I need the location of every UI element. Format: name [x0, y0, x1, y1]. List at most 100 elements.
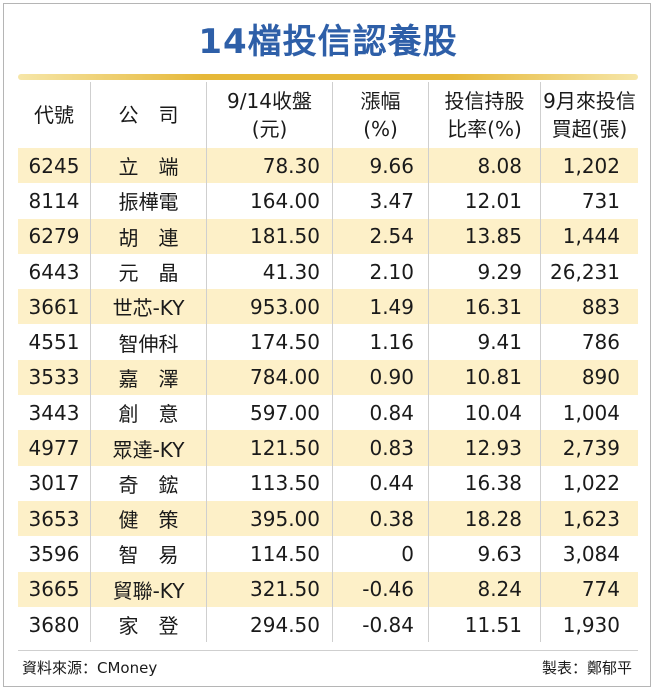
- table-body: 6245 立 端 78.30 9.66 8.08 1,202 8114 振樺電 164.00 3.…: [18, 148, 638, 643]
- cell-net-buy: 1,022: [540, 465, 638, 501]
- cell-change: 0.38: [332, 500, 428, 537]
- cell-close: 164.00: [206, 183, 332, 219]
- table-header-row: 代號公 司 9/14收盤 (元) 漲幅 (%) 投信持股 比率(%) 9月來投信 買超(張): [18, 82, 638, 148]
- header-net-buy-line: 買超(張): [551, 117, 628, 141]
- cell-close: 181.50: [206, 218, 332, 254]
- cell-change: 0: [332, 536, 428, 572]
- table-row: 3596 智 易 114.50 0 9.63 3,084: [18, 536, 638, 572]
- cell-code: 8114: [28, 188, 80, 213]
- cell-company: 眾達-KY: [90, 430, 206, 466]
- header-code-line: 代號: [34, 103, 74, 127]
- cell-holding: 12.93: [428, 430, 540, 466]
- cell-net-buy: 1,930: [540, 606, 638, 643]
- table-row: 3533 嘉 澤 784.00 0.90 10.81 890: [18, 359, 638, 396]
- cell-net-buy: 1,623: [540, 500, 638, 537]
- cell-code: 3443: [28, 400, 80, 425]
- cell-net-buy: 731: [540, 183, 638, 219]
- cell-holding: 11.51: [428, 606, 540, 643]
- cell-net-buy: 883: [540, 289, 638, 325]
- cell-company: 貿聯-KY: [90, 571, 206, 607]
- cell-holding: 9.63: [428, 536, 540, 572]
- cell-company: 立 端: [90, 148, 206, 184]
- cell-net-buy: 1,444: [540, 218, 638, 254]
- cell-code: 6245: [28, 153, 80, 178]
- header-company: 公 司: [90, 82, 206, 148]
- cell-company: 家 登: [90, 606, 206, 643]
- cell-net-buy: 3,084: [540, 536, 638, 572]
- cell-holding: 16.31: [428, 289, 540, 325]
- cell-change: 3.47: [332, 183, 428, 219]
- header-close: 9/14收盤 (元): [206, 82, 332, 148]
- cell-company: 嘉 澤: [90, 359, 206, 396]
- cell-holding: 10.04: [428, 395, 540, 431]
- cell-code: 4977: [28, 436, 80, 461]
- cell-holding: 9.41: [428, 324, 540, 360]
- table-row: 4977 眾達-KY 121.50 0.83 12.93 2,739: [18, 430, 638, 466]
- cell-change: 0.44: [332, 465, 428, 501]
- header-holding: 投信持股 比率(%): [428, 82, 540, 148]
- cell-close: 41.30: [206, 253, 332, 290]
- table-footer: 資料來源：CMoney 製表：鄭郁平: [18, 650, 638, 681]
- cell-company: 振樺電: [90, 183, 206, 219]
- header-company-line: 公 司: [118, 103, 179, 127]
- cell-company: 智 易: [90, 536, 206, 572]
- cell-code: 4551: [28, 330, 80, 355]
- cell-code: 3017: [28, 471, 80, 496]
- cell-close: 113.50: [206, 465, 332, 501]
- table-row: 3665 貿聯-KY 321.50 -0.46 8.24 774: [18, 571, 638, 607]
- table-row: 6279 胡 連 181.50 2.54 13.85 1,444: [18, 218, 638, 254]
- header-holding-line: 比率(%): [447, 117, 522, 141]
- cell-holding: 8.24: [428, 571, 540, 607]
- cell-holding: 12.01: [428, 183, 540, 219]
- cell-close: 321.50: [206, 571, 332, 607]
- cell-holding: 13.85: [428, 218, 540, 254]
- cell-company: 元 晶: [90, 253, 206, 290]
- title-divider: [18, 74, 638, 80]
- table-row: 3680 家 登 294.50 -0.84 11.51 1,930: [18, 606, 638, 643]
- header-change: 漲幅 (%): [332, 82, 428, 148]
- cell-code: 3596: [28, 541, 80, 566]
- cell-holding: 10.81: [428, 359, 540, 396]
- header-change-line: (%): [363, 117, 398, 141]
- cell-code: 3533: [28, 365, 80, 390]
- header-close-line: (元): [251, 117, 288, 141]
- source-note: 資料來源：CMoney: [22, 659, 158, 677]
- cell-net-buy: 890: [540, 359, 638, 396]
- table-row: 3017 奇 鋐 113.50 0.44 16.38 1,022: [18, 465, 638, 501]
- cell-code: 3661: [28, 294, 80, 319]
- cell-company: 創 意: [90, 395, 206, 431]
- cell-net-buy: 26,231: [540, 253, 638, 290]
- credit-note: 製表：鄭郁平: [541, 659, 632, 677]
- cell-change: -0.46: [332, 571, 428, 607]
- cell-close: 114.50: [206, 536, 332, 572]
- cell-change: 9.66: [332, 148, 428, 184]
- cell-holding: 9.29: [428, 253, 540, 290]
- table-row: 6443 元 晶 41.30 2.10 9.29 26,231: [18, 253, 638, 290]
- cell-holding: 8.08: [428, 148, 540, 184]
- cell-change: 1.49: [332, 289, 428, 325]
- cell-code: 3680: [28, 612, 80, 637]
- cell-net-buy: 786: [540, 324, 638, 360]
- cell-close: 784.00: [206, 359, 332, 396]
- cell-company: 健 策: [90, 500, 206, 537]
- table-row: 3661 世芯-KY 953.00 1.49 16.31 883: [18, 289, 638, 325]
- table-row: 3653 健 策 395.00 0.38 18.28 1,623: [18, 500, 638, 537]
- header-change-line: 漲幅: [360, 89, 401, 113]
- cell-code: 6279: [28, 224, 80, 249]
- cell-company: 智伸科: [90, 324, 206, 360]
- stock-table: 代號公 司 9/14收盤 (元) 漲幅 (%) 投信持股 比率(%) 9月來投信 買超(張) 6…: [18, 82, 638, 643]
- cell-code: 3653: [28, 506, 80, 531]
- table-row: 6245 立 端 78.30 9.66 8.08 1,202: [18, 148, 638, 184]
- cell-change: 2.54: [332, 218, 428, 254]
- cell-close: 174.50: [206, 324, 332, 360]
- table-row: 4551 智伸科 174.50 1.16 9.41 786: [18, 324, 638, 360]
- table-row: 3443 創 意 597.00 0.84 10.04 1,004: [18, 395, 638, 431]
- table-row: 8114 振樺電 164.00 3.47 12.01 731: [18, 183, 638, 219]
- cell-company: 奇 鋐: [90, 465, 206, 501]
- cell-holding: 16.38: [428, 465, 540, 501]
- cell-close: 395.00: [206, 500, 332, 537]
- cell-close: 78.30: [206, 148, 332, 184]
- cell-close: 953.00: [206, 289, 332, 325]
- header-code: 代號: [18, 82, 90, 148]
- cell-company: 世芯-KY: [90, 289, 206, 325]
